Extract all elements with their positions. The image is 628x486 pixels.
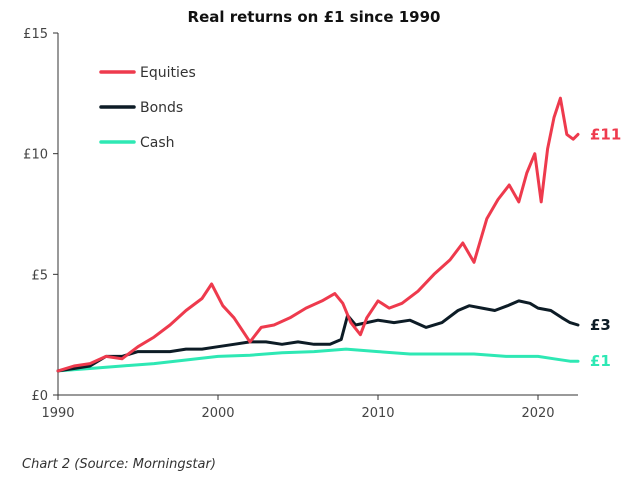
- legend-label-bonds: Bonds: [140, 100, 183, 116]
- x-axis-ticks: 1990 2000 2010 2020: [41, 395, 555, 421]
- legend: Equities Bonds Cash: [99, 65, 196, 151]
- series-lines: [56, 96, 580, 373]
- y-tick-label: £10: [23, 148, 48, 163]
- end-label-bonds: £3: [590, 316, 611, 334]
- x-tick-label: 2000: [201, 406, 234, 421]
- series-line-cash: [56, 347, 580, 373]
- series-line-bonds: [56, 299, 580, 373]
- axes: [57, 33, 578, 396]
- legend-label-cash: Cash: [140, 135, 175, 151]
- series-line-equities: [56, 96, 580, 373]
- y-tick-label: £0: [31, 389, 48, 404]
- y-tick-label: £15: [23, 27, 48, 42]
- end-labels: £11 £3 £1: [590, 125, 621, 370]
- legend-label-equities: Equities: [140, 65, 196, 81]
- x-tick-label: 2020: [521, 406, 554, 421]
- chart-title: Real returns on £1 since 1990: [187, 8, 441, 26]
- end-label-equities: £11: [590, 125, 621, 143]
- y-axis-ticks: £0 £5 £10 £15: [23, 27, 58, 404]
- x-tick-label: 2010: [361, 406, 394, 421]
- end-label-cash: £1: [590, 352, 611, 370]
- chart-caption: Chart 2 (Source: Morningstar): [22, 457, 216, 472]
- x-tick-label: 1990: [41, 406, 74, 421]
- y-tick-label: £5: [31, 268, 48, 283]
